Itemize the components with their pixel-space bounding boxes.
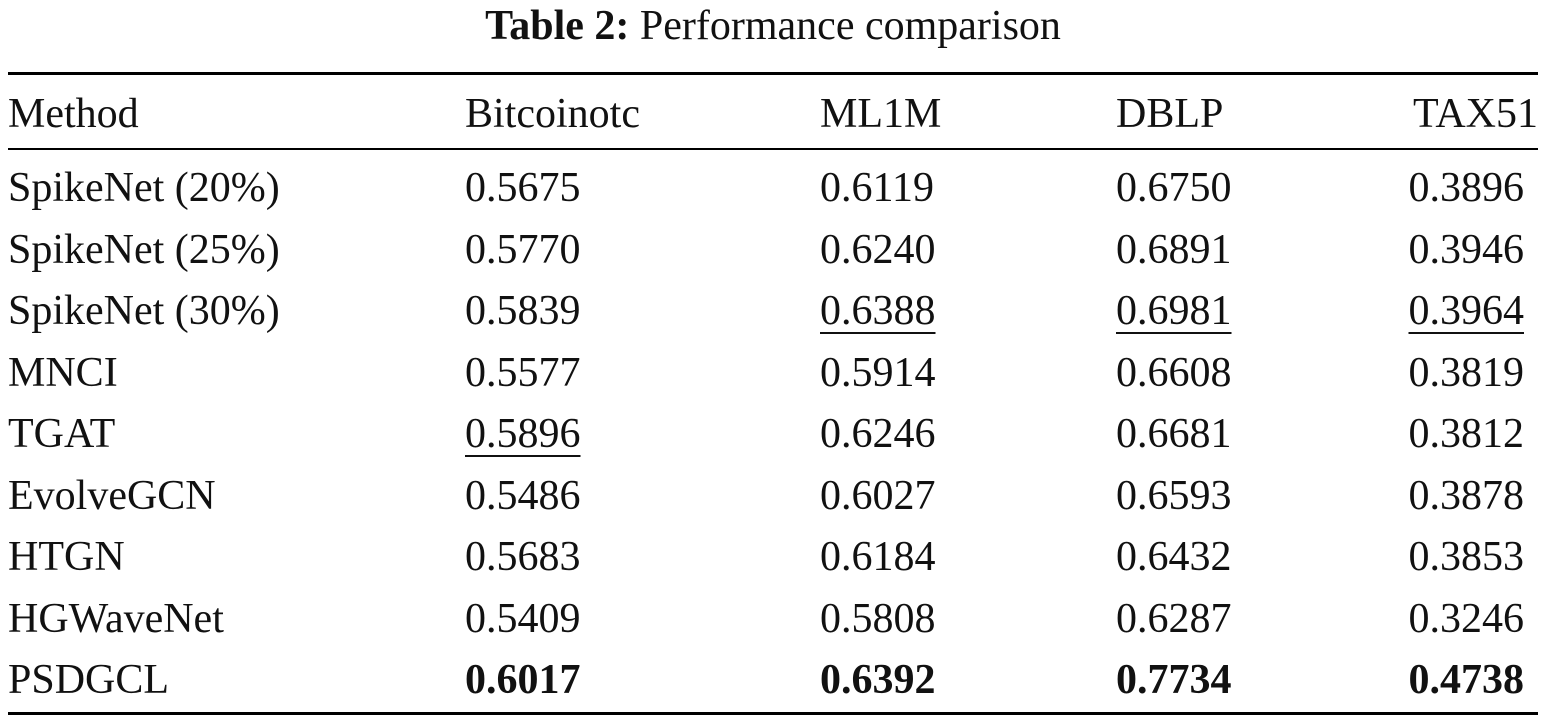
table-row: HTGN 0.5683 0.6184 0.6432 0.3853 [8,527,1538,588]
value-cell: 0.5675 [465,165,581,211]
method-cell: HTGN [8,534,125,580]
top-rule [8,72,1538,75]
header-ml1m: ML1M [820,91,942,137]
table-row: SpikeNet (25%) 0.5770 0.6240 0.6891 0.3946 [8,220,1538,281]
method-cell: SpikeNet (20%) [8,165,280,211]
value-cell: 0.5770 [465,226,581,273]
table-caption: Table 2: Performance comparison [0,0,1546,52]
value-cell: 0.5683 [465,534,581,580]
value-cell: 0.5896 [465,411,581,457]
method-cell: SpikeNet (30%) [8,288,280,334]
caption-text: Performance comparison [639,3,1061,49]
value-cell: 0.3853 [1408,534,1525,580]
value-cell: 0.6246 [820,411,936,457]
value-cell: 0.4738 [1408,657,1525,703]
value-cell: 0.5808 [820,595,936,642]
value-cell: 0.7734 [1116,657,1232,703]
value-cell: 0.3878 [1408,472,1525,519]
header-tax51: TAX51 [1413,91,1538,137]
table-row: PSDGCL 0.6017 0.6392 0.7734 0.4738 [8,650,1538,711]
value-cell: 0.6119 [820,165,934,211]
value-cell: 0.3896 [1408,165,1525,211]
method-cell: SpikeNet (25%) [8,226,280,273]
value-cell: 0.3819 [1408,349,1525,396]
table-row: EvolveGCN 0.5486 0.6027 0.6593 0.3878 [8,466,1538,527]
method-cell: MNCI [8,349,118,396]
method-cell: HGWaveNet [8,595,224,642]
value-cell: 0.3946 [1408,226,1525,273]
value-cell: 0.6240 [820,226,936,273]
value-cell: 0.5486 [465,472,581,519]
value-cell: 0.6388 [820,288,936,334]
value-cell: 0.6681 [1116,411,1232,457]
header-dblp: DBLP [1116,91,1224,137]
table-row: TGAT 0.5896 0.6246 0.6681 0.3812 [8,404,1538,465]
value-cell: 0.6184 [820,534,936,580]
bottom-rule [8,712,1538,715]
header-row: Method Bitcoinotc ML1M DBLP TAX51 [8,82,1538,146]
value-cell: 0.6981 [1116,288,1232,334]
table-row: HGWaveNet 0.5409 0.5808 0.6287 0.3246 [8,589,1538,650]
value-cell: 0.3246 [1408,595,1525,642]
method-cell: TGAT [8,411,116,457]
value-cell: 0.6750 [1116,165,1232,211]
value-cell: 0.5839 [465,288,581,334]
header-method: Method [8,91,139,137]
method-cell: PSDGCL [8,657,170,703]
header-rule [8,148,1538,150]
header-bitcoinotc: Bitcoinotc [465,91,640,137]
table-row: MNCI 0.5577 0.5914 0.6608 0.3819 [8,343,1538,404]
performance-table: Method Bitcoinotc ML1M DBLP TAX51 SpikeN… [8,72,1538,715]
table-row: SpikeNet (30%) 0.5839 0.6388 0.6981 0.3964 [8,281,1538,342]
value-cell: 0.6017 [465,657,581,703]
value-cell: 0.5409 [465,595,581,642]
value-cell: 0.6027 [820,472,936,519]
value-cell: 0.6287 [1116,595,1232,642]
value-cell: 0.6392 [820,657,936,703]
value-cell: 0.3812 [1408,411,1525,457]
value-cell: 0.6608 [1116,349,1232,396]
table-row: SpikeNet (20%) 0.5675 0.6119 0.6750 0.3896 [8,158,1538,219]
method-cell: EvolveGCN [8,472,216,519]
caption-label: Table 2: [485,3,630,49]
value-cell: 0.5577 [465,349,581,396]
value-cell: 0.3964 [1408,288,1525,334]
value-cell: 0.6432 [1116,534,1232,580]
value-cell: 0.6891 [1116,226,1232,273]
value-cell: 0.6593 [1116,472,1232,519]
value-cell: 0.5914 [820,349,936,396]
